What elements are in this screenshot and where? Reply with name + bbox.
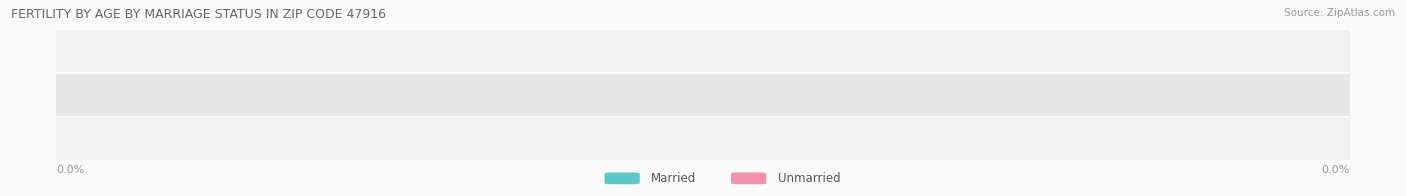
Text: 0.0%: 0.0%: [553, 134, 579, 144]
FancyBboxPatch shape: [63, 78, 1343, 112]
FancyBboxPatch shape: [801, 127, 879, 151]
FancyBboxPatch shape: [63, 34, 1343, 68]
Text: FERTILITY BY AGE BY MARRIAGE STATUS IN ZIP CODE 47916: FERTILITY BY AGE BY MARRIAGE STATUS IN Z…: [11, 8, 387, 21]
FancyBboxPatch shape: [731, 172, 766, 184]
Text: 0.0%: 0.0%: [1322, 165, 1350, 175]
Text: Married: Married: [651, 172, 696, 185]
FancyBboxPatch shape: [527, 83, 605, 107]
Text: Source: ZipAtlas.com: Source: ZipAtlas.com: [1284, 8, 1395, 18]
Text: 20 to 34 years: 20 to 34 years: [665, 90, 741, 100]
FancyBboxPatch shape: [527, 127, 605, 151]
Text: 0.0%: 0.0%: [827, 46, 853, 56]
FancyBboxPatch shape: [801, 39, 879, 64]
Text: Unmarried: Unmarried: [778, 172, 841, 185]
FancyBboxPatch shape: [612, 127, 794, 151]
FancyBboxPatch shape: [612, 39, 794, 64]
FancyBboxPatch shape: [801, 83, 879, 107]
Text: 0.0%: 0.0%: [56, 165, 84, 175]
Text: 0.0%: 0.0%: [553, 90, 579, 100]
FancyBboxPatch shape: [605, 172, 640, 184]
FancyBboxPatch shape: [63, 122, 1343, 156]
Text: 0.0%: 0.0%: [553, 46, 579, 56]
Text: 0.0%: 0.0%: [827, 134, 853, 144]
Text: 15 to 19 years: 15 to 19 years: [665, 46, 741, 56]
FancyBboxPatch shape: [612, 83, 794, 107]
Text: 0.0%: 0.0%: [827, 90, 853, 100]
FancyBboxPatch shape: [527, 39, 605, 64]
Text: 35 to 50 years: 35 to 50 years: [665, 134, 741, 144]
